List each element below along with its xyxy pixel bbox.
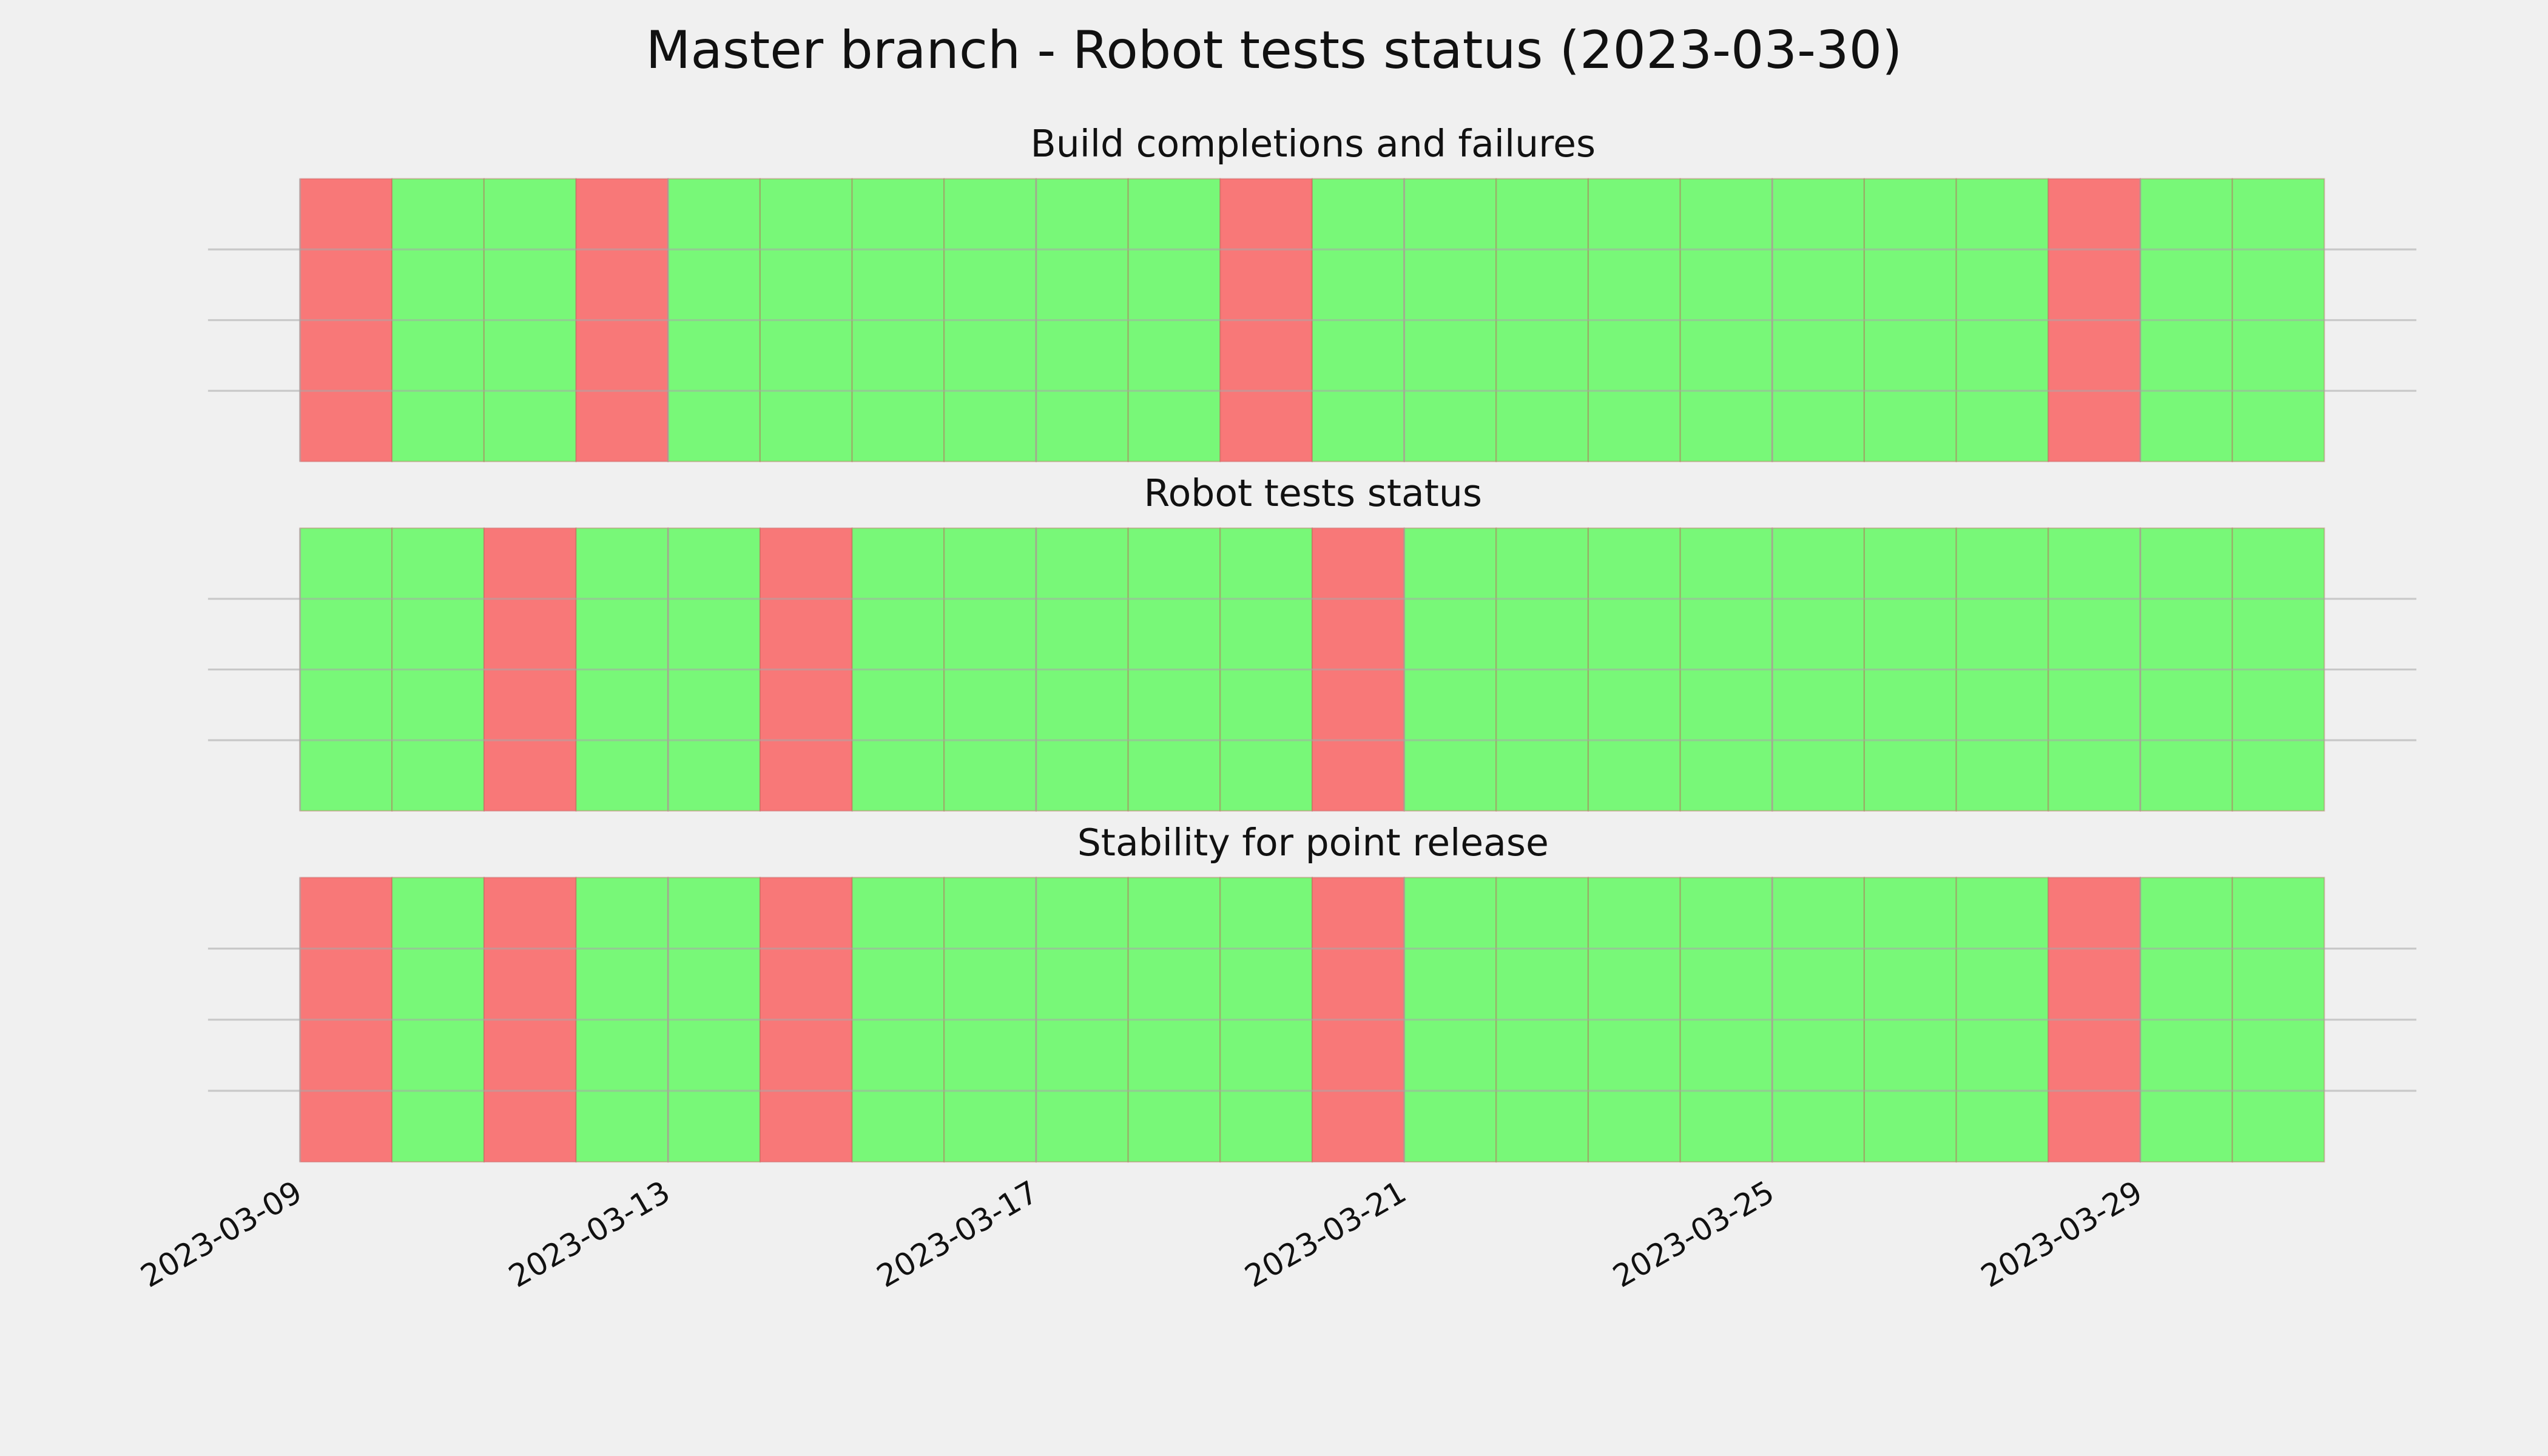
chart-title: Master branch - Robot tests status (2023… [645,20,1902,81]
panel-title: Build completions and failures [1030,122,1596,166]
panel-title: Stability for point release [1077,821,1549,864]
panel-title: Robot tests status [1144,471,1482,515]
